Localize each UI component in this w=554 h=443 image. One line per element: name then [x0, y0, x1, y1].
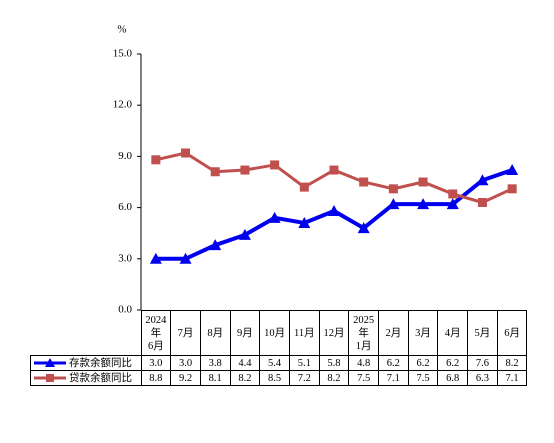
marker — [270, 160, 280, 170]
table-value: 8.8 — [140, 370, 172, 386]
legend-icon — [34, 358, 66, 368]
table-value: 6.2 — [407, 355, 439, 371]
table-value: 8.2 — [318, 370, 350, 386]
marker — [477, 197, 487, 207]
marker — [240, 165, 250, 175]
table-value: 8.2 — [496, 355, 528, 371]
table-value: 8.5 — [259, 370, 290, 386]
table-value: 3.8 — [199, 355, 231, 371]
blank — [31, 311, 142, 356]
table-value: 7.1 — [496, 370, 528, 386]
marker — [151, 155, 161, 165]
category-label: 8月 — [199, 310, 231, 356]
legend-marker — [45, 358, 55, 368]
table-value: 7.5 — [407, 370, 439, 386]
marker — [506, 164, 519, 176]
table-value: 5.1 — [288, 355, 320, 371]
table-value: 6.3 — [467, 370, 498, 386]
table-value: 5.8 — [318, 355, 350, 371]
table-value: 8.1 — [199, 370, 231, 386]
marker — [209, 239, 222, 251]
marker — [210, 167, 220, 177]
marker — [328, 205, 340, 217]
table-value: 6.2 — [378, 355, 409, 371]
category-label: 2024 年 6月 — [140, 310, 172, 356]
marker — [179, 252, 192, 264]
category-label: 2025 年 1月 — [348, 310, 379, 356]
table-value: 8.2 — [229, 370, 261, 386]
table-value: 5.4 — [259, 355, 290, 371]
marker — [357, 222, 370, 234]
table-value: 7.5 — [348, 370, 379, 386]
marker — [418, 177, 428, 187]
table-value: 7.6 — [467, 355, 498, 371]
data-table: 2024 年 6月 7月 8月 9月 10月 11月 12月 2025 年 1月 2月 3月 4月 5… — [30, 310, 528, 386]
table-value: 7.2 — [288, 370, 320, 386]
y-tick-label: 15.0 — [113, 48, 133, 60]
marker — [446, 198, 459, 210]
marker — [329, 165, 339, 175]
table-value: 7.1 — [378, 370, 409, 386]
legend-entry: 存款余额同比 — [30, 355, 142, 371]
table-value: 3.0 — [170, 355, 201, 371]
category-label: 12月 — [318, 310, 350, 356]
marker — [238, 228, 251, 240]
marker — [359, 177, 369, 187]
marker — [417, 198, 430, 210]
marker — [476, 174, 489, 186]
legend-label: 存款余额同比 — [69, 357, 132, 369]
category-label: 5月 — [467, 310, 498, 356]
category-label: 11月 — [288, 310, 320, 356]
marker — [388, 184, 398, 194]
table-value: 4.8 — [348, 355, 379, 371]
table-value: 9.2 — [170, 370, 201, 386]
category-label: 7月 — [170, 310, 201, 356]
marker — [387, 198, 400, 210]
legend-entry: 贷款余额同比 — [30, 370, 142, 386]
marker — [299, 182, 309, 192]
category-label: 9月 — [229, 310, 261, 356]
category-label: 3月 — [407, 310, 439, 356]
category-label: 2月 — [378, 310, 409, 356]
category-label: 4月 — [437, 310, 469, 356]
y-tick-label: 9.0 — [118, 150, 132, 162]
legend-icon — [34, 374, 66, 383]
series-line — [155, 151, 513, 205]
legend-marker — [46, 374, 54, 383]
marker — [181, 148, 191, 158]
y-tick-label: 3.0 — [118, 252, 132, 264]
table-value: 6.8 — [437, 370, 469, 386]
y-tick-label: 0.0 — [118, 304, 132, 316]
marker — [268, 211, 281, 223]
marker — [298, 216, 311, 228]
marker — [507, 184, 517, 194]
legend-label: 贷款余额同比 — [69, 372, 132, 384]
y-axis-label: % — [117, 24, 126, 36]
y-tick-label: 6.0 — [118, 201, 132, 213]
table-value: 4.4 — [229, 355, 261, 371]
table-value: 3.0 — [140, 355, 172, 371]
marker — [149, 252, 162, 264]
marker — [448, 189, 458, 199]
category-label: 10月 — [259, 310, 290, 356]
y-tick-label: 12.0 — [113, 99, 133, 111]
category-label: 6月 — [496, 310, 528, 356]
table-value: 6.2 — [437, 355, 469, 371]
